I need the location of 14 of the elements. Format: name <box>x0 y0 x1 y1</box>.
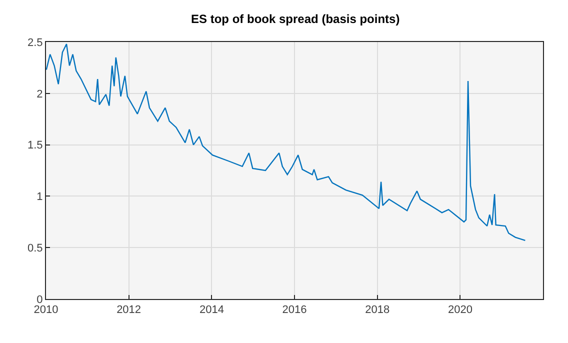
line-series <box>46 43 526 241</box>
y-tick-label: 2.5 <box>28 36 43 49</box>
x-tick-label: 2014 <box>199 304 224 316</box>
y-tick-label: 0 <box>36 294 43 306</box>
chart-title: ES top of book spread (basis points) <box>191 12 400 26</box>
y-tick-label: 1.5 <box>28 140 43 152</box>
x-tick-label: 2018 <box>365 304 390 316</box>
y-tick-label: 0.5 <box>28 242 43 254</box>
y-tick-label: 1 <box>36 191 43 204</box>
x-tick-label: 2010 <box>34 304 58 316</box>
x-tick-label: 2012 <box>116 304 142 316</box>
x-tick-label: 2020 <box>448 304 472 316</box>
x-tick-label: 2016 <box>282 304 307 316</box>
y-tick-label: 2 <box>36 88 43 100</box>
